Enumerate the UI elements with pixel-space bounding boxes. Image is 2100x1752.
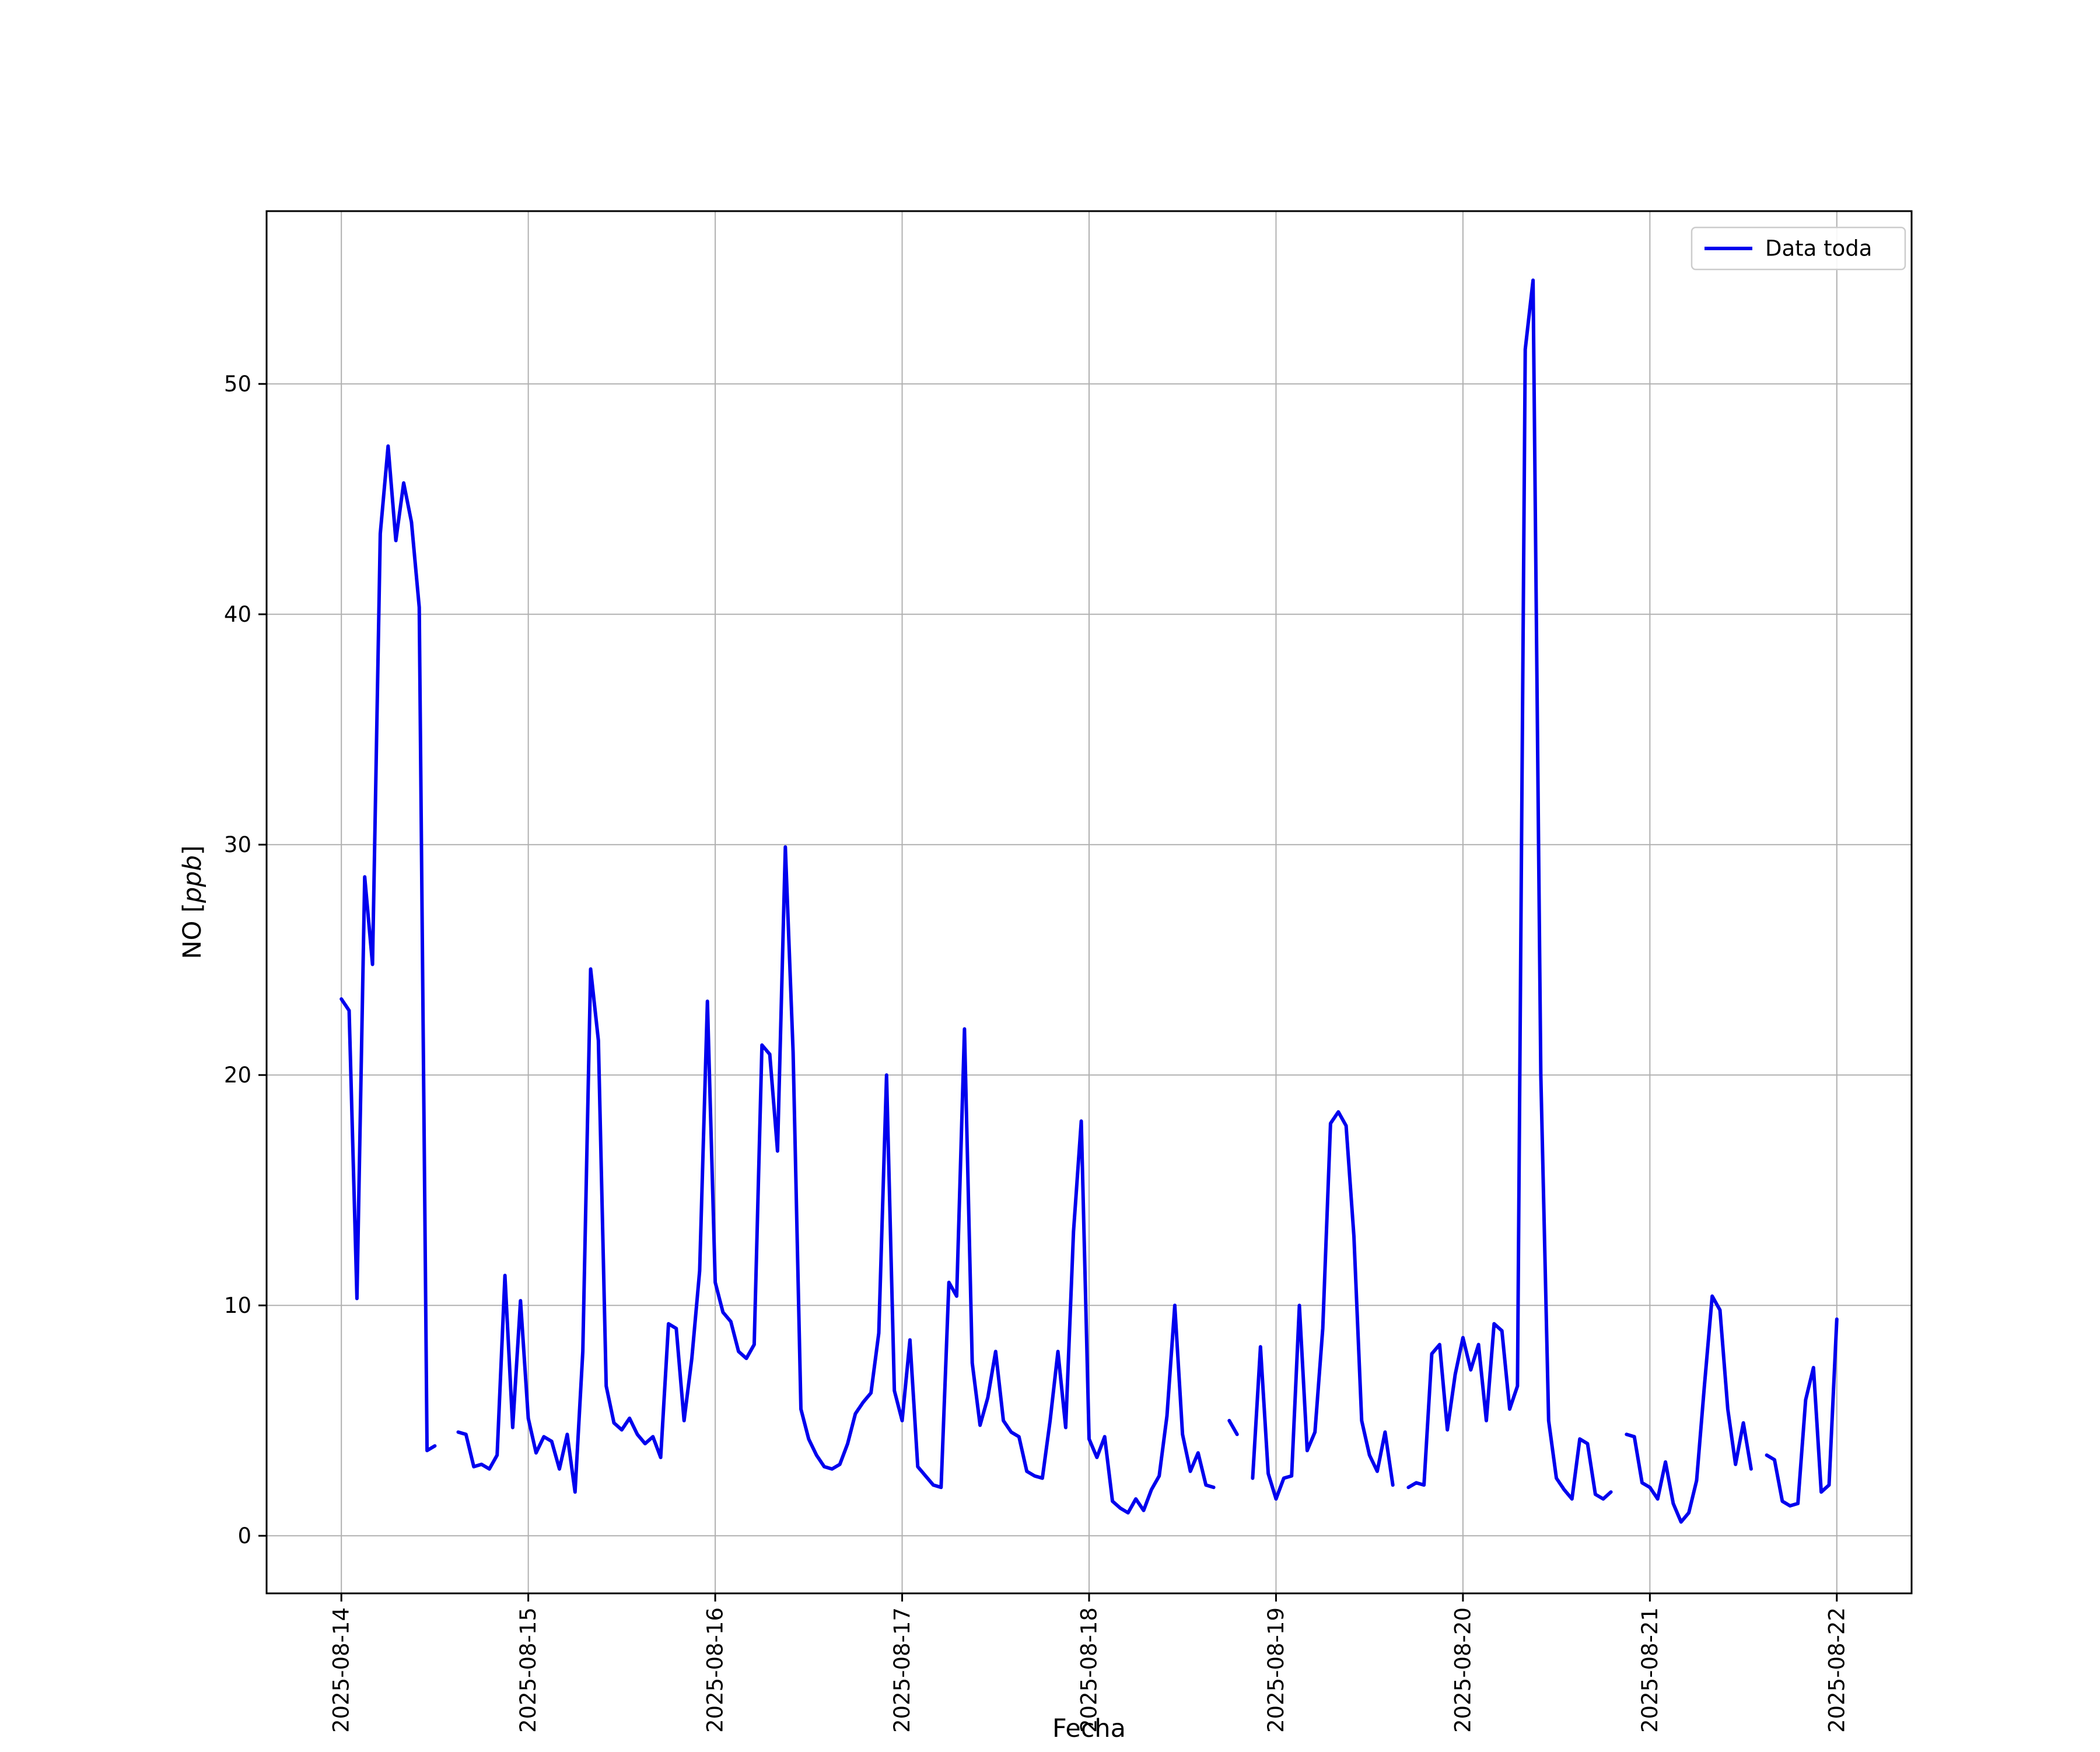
- grid: [267, 211, 1912, 1593]
- y-tick-label: 20: [224, 1063, 251, 1088]
- x-tick-label: 2025-08-19: [1264, 1607, 1289, 1733]
- x-axis-label: Fecha: [1052, 1714, 1126, 1743]
- y-tick-label: 50: [224, 372, 251, 397]
- y-tick-label: 40: [224, 602, 251, 627]
- x-tick-label: 2025-08-15: [516, 1607, 541, 1733]
- x-tick-label: 2025-08-18: [1077, 1607, 1102, 1733]
- legend-label: Data toda: [1765, 236, 1872, 261]
- x-tick-label: 2025-08-14: [329, 1607, 354, 1733]
- ticks: [258, 383, 1838, 1602]
- y-axis-label: NO [ppb]: [178, 845, 207, 959]
- x-tick-label: 2025-08-20: [1450, 1607, 1475, 1733]
- x-tick-label: 2025-08-22: [1824, 1607, 1849, 1733]
- x-tick-label: 2025-08-21: [1637, 1607, 1662, 1733]
- y-tick-label: 10: [224, 1293, 251, 1318]
- y-tick-label: 30: [224, 832, 251, 857]
- x-tick-label: 2025-08-17: [890, 1607, 915, 1733]
- data-line: [340, 278, 1839, 1524]
- legend-box: [1690, 226, 1906, 271]
- y-tick-label: 0: [237, 1523, 251, 1548]
- legend: Data toda: [1690, 226, 1906, 271]
- x-tick-label: 2025-08-16: [703, 1607, 728, 1733]
